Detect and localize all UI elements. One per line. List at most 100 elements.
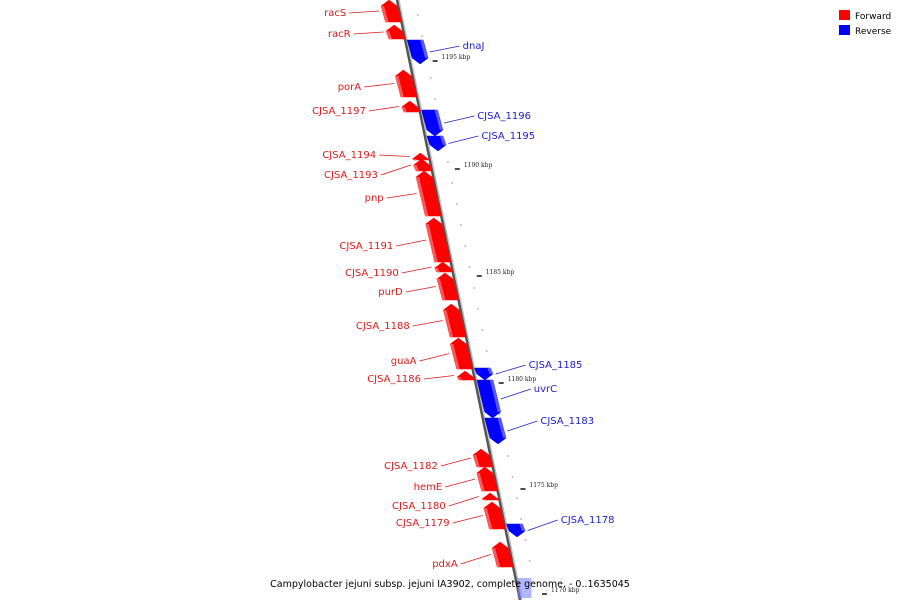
gene-label-CJSA_1195: CJSA_1195: [481, 131, 535, 142]
gene-label-purD: purD: [378, 287, 403, 298]
gene-shade-CJSA_1186: [457, 377, 462, 380]
gene-leader-CJSA_1182: [440, 457, 471, 467]
gene-label-CJSA_1183: CJSA_1183: [540, 416, 594, 427]
gene-arrow-CJSA_1195: [426, 135, 447, 152]
gene-label-uvrC: uvrC: [534, 384, 557, 395]
tick-label: 1180 kbp: [508, 376, 537, 383]
gene-label-racS: racS: [324, 8, 346, 19]
gene-shade-CJSA_1194: [412, 159, 417, 160]
gene-label-CJSA_1186: CJSA_1186: [367, 374, 421, 385]
gene-arrow-partial: [517, 578, 532, 598]
gene-shade-uvrC: [489, 380, 501, 412]
tick-label: 1195 kbp: [442, 54, 471, 61]
tick-label: 1185 kbp: [486, 269, 515, 276]
gene-shade-porA: [395, 76, 404, 97]
gene-leader-uvrC: [500, 388, 531, 400]
gene-leader-guaA: [419, 353, 450, 362]
gene-label-CJSA_1178: CJSA_1178: [561, 515, 615, 526]
legend-label-reverse: Reverse: [855, 27, 892, 37]
legend-swatch-forward: [839, 10, 850, 20]
gene-label-CJSA_1188: CJSA_1188: [356, 321, 410, 332]
gene-shade-CJSA_1180: [482, 499, 487, 500]
gene-label-hemE: hemE: [414, 482, 443, 493]
gene-shade-CJSA_1196: [434, 110, 443, 130]
gene-shade-racS: [381, 6, 389, 22]
gene-leader-hemE: [445, 478, 476, 488]
gene-arrow-guaA: [450, 337, 473, 370]
gene-arrow-CJSA_1179: [483, 501, 506, 530]
gene-arrow-CJSA_1183: [484, 417, 507, 445]
legend-swatch-reverse: [839, 25, 850, 35]
gene-shade-CJSA_1178: [519, 524, 526, 531]
gene-arrow-pdxA: [491, 541, 514, 568]
gene-leader-CJSA_1190: [401, 266, 432, 274]
gene-shade-CJSA_1185: [487, 368, 493, 374]
gene-shade-pnp: [416, 177, 429, 216]
gene-label-CJSA_1193: CJSA_1193: [324, 170, 378, 181]
gene-leader-CJSA_1191: [396, 239, 427, 247]
gene-leader-porA: [364, 83, 395, 88]
gene-label-CJSA_1197: CJSA_1197: [312, 106, 366, 117]
gene-leader-CJSA_1179: [452, 515, 483, 524]
gene-leader-CJSA_1195: [448, 135, 479, 144]
gene-leader-CJSA_1178: [527, 519, 558, 531]
gene-label-CJSA_1196: CJSA_1196: [477, 111, 531, 122]
gene-label-CJSA_1194: CJSA_1194: [322, 150, 376, 161]
gene-arrow-purD: [436, 272, 459, 301]
gene-leader-CJSA_1183: [507, 420, 538, 432]
gene-shade-pdxA: [492, 548, 501, 567]
gene-arrow-uvrC: [476, 379, 501, 419]
gene-leader-dnaJ: [429, 45, 460, 53]
gene-leader-pdxA: [460, 554, 491, 565]
gene-arrow-CJSA_1185: [474, 367, 494, 381]
gene-shade-CJSA_1197: [401, 107, 407, 112]
gene-arrow-dnaJ: [406, 39, 429, 65]
gene-arrow-CJSA_1190: [434, 261, 454, 273]
gene-shade-CJSA_1182: [473, 455, 480, 467]
gene-arrow-CJSA_1180: [481, 492, 501, 501]
tick-label: 1170 kbp: [551, 587, 580, 594]
gene-arrow-CJSA_1196: [421, 109, 444, 137]
gene-shade-guaA: [450, 344, 460, 369]
gene-arrow-CJSA_1193: [413, 158, 433, 172]
gene-leader-racR: [353, 31, 384, 35]
gene-label-CJSA_1182: CJSA_1182: [384, 461, 438, 472]
gene-leader-CJSA_1185: [495, 364, 526, 375]
gene-arrow-CJSA_1194: [411, 152, 431, 161]
gene-shade-racR: [386, 31, 392, 39]
gene-shade-CJSA_1195: [439, 136, 446, 145]
gene-track: racS racR dnaJ porA CJSA_1197 CJSA_1196 CJSA_1…: [312, 0, 615, 598]
tick-label: 1175 kbp: [529, 482, 558, 489]
gene-shade-CJSA_1188: [443, 310, 454, 337]
gene-label-racR: racR: [328, 29, 351, 40]
gene-arrow-CJSA_1191: [425, 217, 452, 263]
gene-label-CJSA_1180: CJSA_1180: [392, 501, 446, 512]
gene-arrow-racR: [385, 24, 406, 40]
gene-leader-CJSA_1196: [444, 115, 475, 124]
tick-label: 1190 kbp: [464, 162, 493, 169]
gene-shade-CJSA_1183: [497, 418, 507, 438]
gene-leader-racS: [349, 10, 380, 14]
gene-leader-CJSA_1194: [379, 154, 410, 157]
gene-leader-CJSA_1186: [423, 375, 455, 380]
gene-shade-CJSA_1190: [434, 268, 440, 272]
gene-label-CJSA_1190: CJSA_1190: [345, 268, 399, 279]
gene-shade-CJSA_1193: [413, 165, 420, 171]
gene-leader-CJSA_1197: [368, 106, 399, 112]
gene-label-porA: porA: [338, 82, 362, 93]
gene-arrow-CJSA_1197: [401, 100, 421, 113]
genome-backbone-highlight: [398, 0, 523, 600]
gene-label-CJSA_1179: CJSA_1179: [396, 518, 450, 529]
legend-label-forward: Forward: [855, 12, 891, 22]
gene-shade-purD: [436, 279, 446, 300]
gene-shade-dnaJ: [420, 40, 429, 58]
gene-arrow-porA: [395, 69, 418, 98]
gene-label-dnaJ: dnaJ: [463, 41, 485, 52]
gene-arrow-CJSA_1186: [456, 370, 476, 381]
gene-leader-CJSA_1193: [380, 164, 411, 176]
figure-caption: Campylobacter jejuni subsp. jejuni IA390…: [270, 579, 630, 590]
gene-label-CJSA_1185: CJSA_1185: [529, 360, 583, 371]
gene-label-pnp: pnp: [365, 193, 384, 204]
gene-label-guaA: guaA: [391, 356, 417, 367]
